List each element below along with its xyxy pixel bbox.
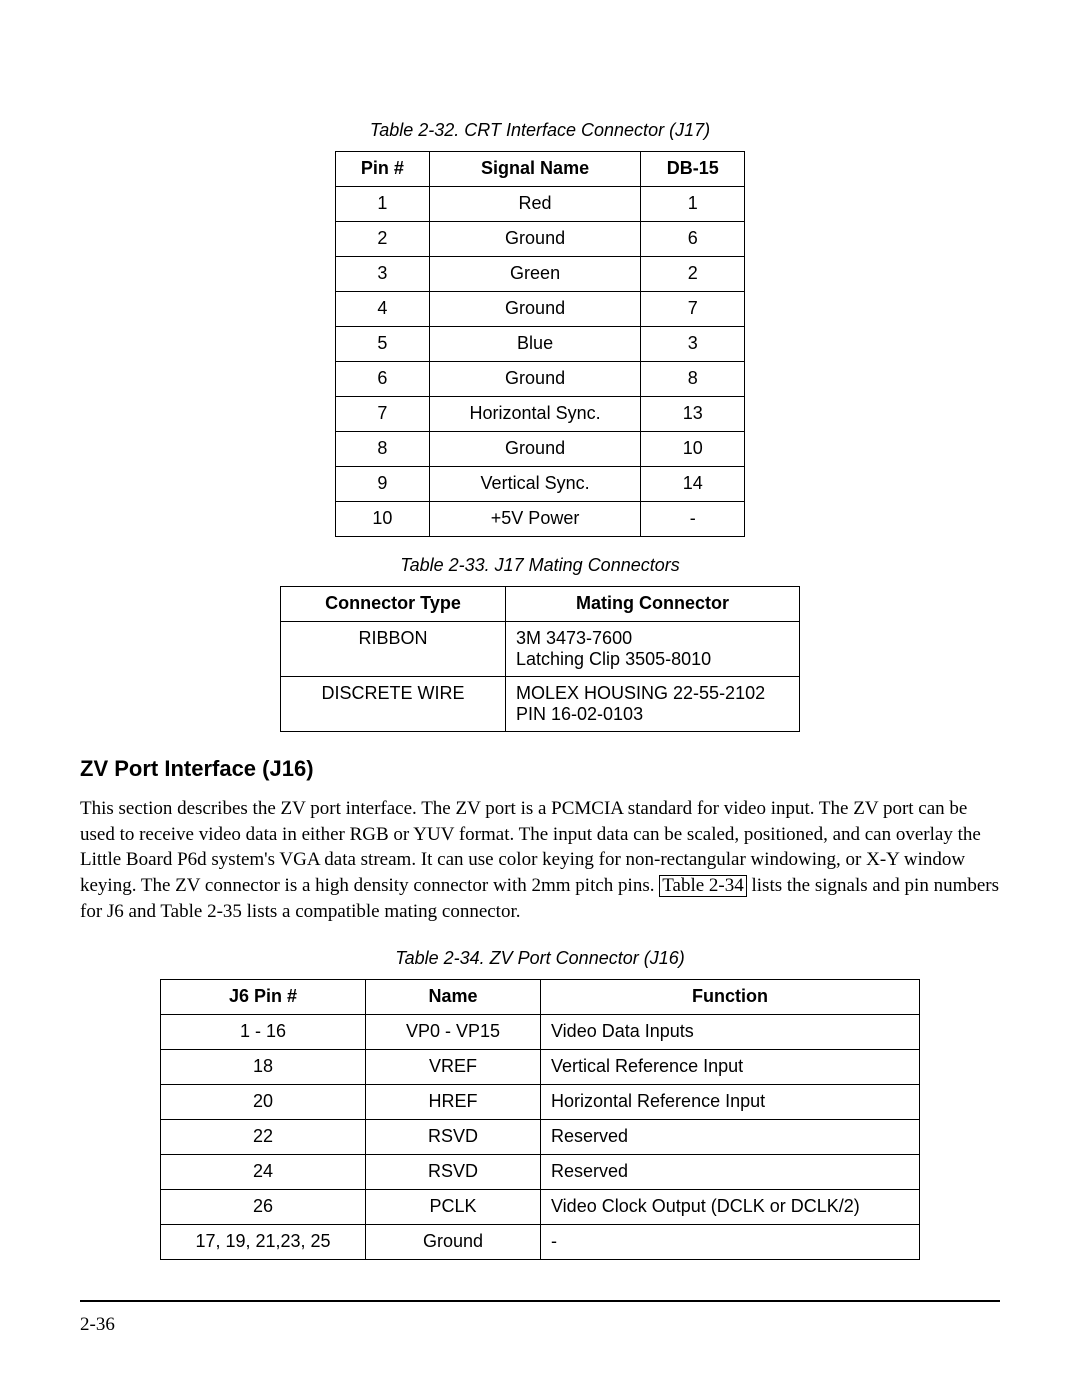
table1-h1: Signal Name (429, 152, 641, 187)
table-cell: Ground (429, 222, 641, 257)
table-cell: Horizontal Reference Input (541, 1085, 920, 1120)
table1-h2: DB-15 (641, 152, 745, 187)
table-ref-link[interactable]: Table 2-34 (659, 875, 747, 897)
table-cell: Ground (429, 292, 641, 327)
table-row: 8Ground10 (336, 432, 745, 467)
table-cell: 6 (641, 222, 745, 257)
table-cell: RSVD (366, 1155, 541, 1190)
table3-caption: Table 2-34. ZV Port Connector (J16) (80, 948, 1000, 969)
table-cell: 18 (161, 1050, 366, 1085)
table-cell: PCLK (366, 1190, 541, 1225)
table-cell: 24 (161, 1155, 366, 1190)
table-cell: 1 (641, 187, 745, 222)
table2-h0: Connector Type (281, 587, 506, 622)
table2-h1: Mating Connector (506, 587, 800, 622)
table-cell: 10 (336, 502, 430, 537)
table1-body: 1Red12Ground63Green24Ground75Blue36Groun… (336, 187, 745, 537)
table-row: 26PCLKVideo Clock Output (DCLK or DCLK/2… (161, 1190, 920, 1225)
table-cell: 3M 3473-7600Latching Clip 3505-8010 (506, 622, 800, 677)
table-cell: Red (429, 187, 641, 222)
table-row: 9Vertical Sync.14 (336, 467, 745, 502)
table-cell: 22 (161, 1120, 366, 1155)
table-cell: 8 (336, 432, 430, 467)
table-row: 20HREFHorizontal Reference Input (161, 1085, 920, 1120)
table-cell: DISCRETE WIRE (281, 677, 506, 732)
table-cell: 6 (336, 362, 430, 397)
table3-h1: Name (366, 980, 541, 1015)
table-row: 10+5V Power- (336, 502, 745, 537)
table-cell: HREF (366, 1085, 541, 1120)
table-cell: RSVD (366, 1120, 541, 1155)
table-cell: 2 (336, 222, 430, 257)
table-cell: 1 (336, 187, 430, 222)
table-cell: Vertical Sync. (429, 467, 641, 502)
table-cell: 4 (336, 292, 430, 327)
table-cell: Ground (429, 432, 641, 467)
table3-h2: Function (541, 980, 920, 1015)
table-cell: MOLEX HOUSING 22-55-2102PIN 16-02-0103 (506, 677, 800, 732)
table-row: DISCRETE WIREMOLEX HOUSING 22-55-2102PIN… (281, 677, 800, 732)
table-row: 7Horizontal Sync.13 (336, 397, 745, 432)
table-row: 1Red1 (336, 187, 745, 222)
table-cell: 20 (161, 1085, 366, 1120)
table-cell: VP0 - VP15 (366, 1015, 541, 1050)
table2-body: RIBBON3M 3473-7600Latching Clip 3505-801… (281, 622, 800, 732)
table1-h0: Pin # (336, 152, 430, 187)
table-row: 2Ground6 (336, 222, 745, 257)
table-row: 3Green2 (336, 257, 745, 292)
table3-h0: J6 Pin # (161, 980, 366, 1015)
section-paragraph: This section describes the ZV port inter… (80, 796, 1000, 924)
table-cell: 8 (641, 362, 745, 397)
table-cell: Green (429, 257, 641, 292)
table-cell: Vertical Reference Input (541, 1050, 920, 1085)
table-cell: +5V Power (429, 502, 641, 537)
table-row: 6Ground8 (336, 362, 745, 397)
table-cell: Video Clock Output (DCLK or DCLK/2) (541, 1190, 920, 1225)
table-cell: 7 (336, 397, 430, 432)
table3-body: 1 - 16VP0 - VP15Video Data Inputs18VREFV… (161, 1015, 920, 1260)
table-row: 5Blue3 (336, 327, 745, 362)
table2: Connector Type Mating Connector RIBBON3M… (280, 586, 800, 732)
table-cell: 7 (641, 292, 745, 327)
table-cell: Video Data Inputs (541, 1015, 920, 1050)
table-cell: Reserved (541, 1155, 920, 1190)
table-cell: 14 (641, 467, 745, 502)
table-row: 1 - 16VP0 - VP15Video Data Inputs (161, 1015, 920, 1050)
table-cell: Reserved (541, 1120, 920, 1155)
table-cell: - (541, 1225, 920, 1260)
table-row: 24RSVDReserved (161, 1155, 920, 1190)
table-cell: Ground (366, 1225, 541, 1260)
table-cell: 3 (336, 257, 430, 292)
table-cell: - (641, 502, 745, 537)
table1-caption: Table 2-32. CRT Interface Connector (J17… (80, 120, 1000, 141)
section-heading: ZV Port Interface (J16) (80, 756, 1000, 782)
table-cell: Ground (429, 362, 641, 397)
table-cell: 5 (336, 327, 430, 362)
table-cell: 10 (641, 432, 745, 467)
table-cell: 3 (641, 327, 745, 362)
footer-rule (80, 1300, 1000, 1302)
page: Table 2-32. CRT Interface Connector (J17… (0, 0, 1080, 1397)
table1: Pin # Signal Name DB-15 1Red12Ground63Gr… (335, 151, 745, 537)
table-cell: 2 (641, 257, 745, 292)
page-number: 2-36 (80, 1314, 1000, 1336)
table-cell: Blue (429, 327, 641, 362)
table-row: 4Ground7 (336, 292, 745, 327)
table-cell: 17, 19, 21,23, 25 (161, 1225, 366, 1260)
table-cell: 1 - 16 (161, 1015, 366, 1050)
table-row: RIBBON3M 3473-7600Latching Clip 3505-801… (281, 622, 800, 677)
table-row: 17, 19, 21,23, 25Ground- (161, 1225, 920, 1260)
table-cell: 13 (641, 397, 745, 432)
table-cell: 9 (336, 467, 430, 502)
table-cell: RIBBON (281, 622, 506, 677)
table2-caption: Table 2-33. J17 Mating Connectors (80, 555, 1000, 576)
table-cell: 26 (161, 1190, 366, 1225)
table3: J6 Pin # Name Function 1 - 16VP0 - VP15V… (160, 979, 920, 1260)
table-cell: VREF (366, 1050, 541, 1085)
table-row: 18VREFVertical Reference Input (161, 1050, 920, 1085)
table-row: 22RSVDReserved (161, 1120, 920, 1155)
table-cell: Horizontal Sync. (429, 397, 641, 432)
